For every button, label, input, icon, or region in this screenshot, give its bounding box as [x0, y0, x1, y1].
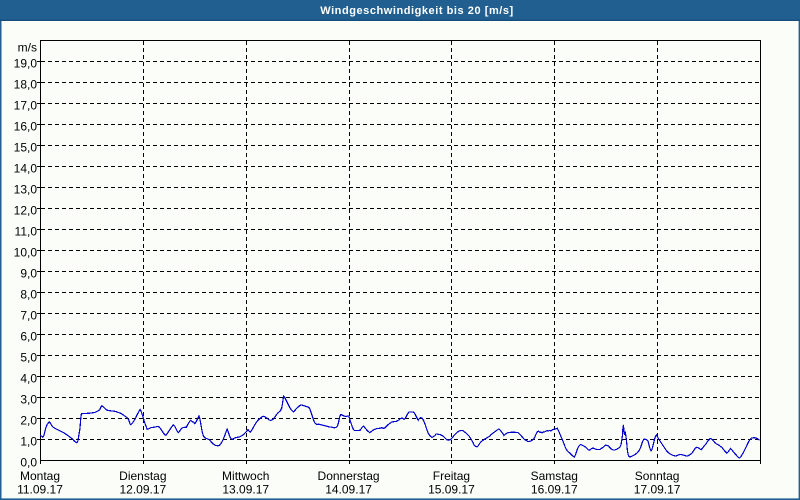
svg-text:Dienstag: Dienstag [119, 469, 166, 483]
svg-text:19,0: 19,0 [14, 57, 38, 71]
svg-text:11.09.17: 11.09.17 [17, 483, 63, 497]
svg-text:Freitag: Freitag [433, 469, 470, 483]
svg-text:16,0: 16,0 [14, 120, 38, 134]
svg-text:Montag: Montag [20, 469, 60, 483]
svg-text:9,0: 9,0 [20, 267, 37, 281]
svg-text:15,0: 15,0 [14, 141, 38, 155]
svg-text:1,0: 1,0 [20, 435, 37, 449]
svg-text:Donnerstag: Donnerstag [318, 469, 380, 483]
svg-text:Mittwoch: Mittwoch [222, 469, 269, 483]
svg-text:7,0: 7,0 [20, 309, 37, 323]
svg-text:m/s: m/s [18, 40, 37, 54]
svg-text:8,0: 8,0 [20, 288, 37, 302]
svg-text:Samstag: Samstag [531, 469, 578, 483]
svg-text:12.09.17: 12.09.17 [120, 483, 167, 497]
svg-text:13,0: 13,0 [14, 183, 38, 197]
svg-text:12,0: 12,0 [14, 204, 38, 218]
svg-text:6,0: 6,0 [20, 330, 37, 344]
svg-text:0,0: 0,0 [20, 456, 37, 470]
svg-text:Sonntag: Sonntag [635, 469, 680, 483]
svg-text:17,0: 17,0 [14, 99, 38, 113]
svg-text:14.09.17: 14.09.17 [325, 483, 372, 497]
svg-text:13.09.17: 13.09.17 [222, 483, 269, 497]
svg-text:10,0: 10,0 [14, 246, 38, 260]
svg-text:14,0: 14,0 [14, 162, 38, 176]
svg-text:Windgeschwindigkeit bis 20 [m/: Windgeschwindigkeit bis 20 [m/s] [320, 5, 514, 17]
svg-text:3,0: 3,0 [20, 393, 37, 407]
svg-text:5,0: 5,0 [20, 351, 37, 365]
svg-text:16.09.17: 16.09.17 [531, 483, 578, 497]
svg-text:18,0: 18,0 [14, 78, 38, 92]
svg-text:4,0: 4,0 [20, 372, 37, 386]
svg-text:17.09.17: 17.09.17 [634, 483, 681, 497]
svg-text:15.09.17: 15.09.17 [428, 483, 475, 497]
svg-text:11,0: 11,0 [15, 225, 38, 239]
svg-text:2,0: 2,0 [20, 414, 37, 428]
